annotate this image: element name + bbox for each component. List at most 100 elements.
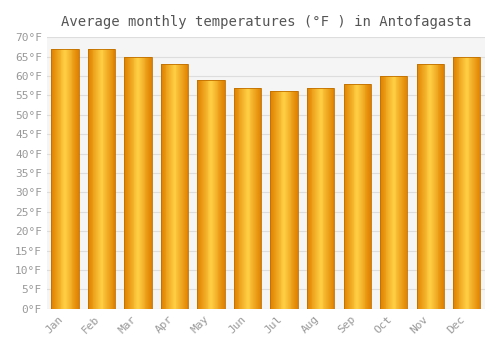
Bar — [150, 56, 151, 309]
Bar — [472, 56, 473, 309]
Bar — [348, 84, 349, 309]
Bar — [161, 64, 162, 309]
Bar — [364, 84, 366, 309]
Bar — [473, 56, 474, 309]
Bar — [322, 88, 324, 309]
Bar — [57, 49, 58, 309]
Bar — [109, 49, 110, 309]
Bar — [388, 76, 389, 309]
Bar — [74, 49, 75, 309]
Bar — [312, 88, 314, 309]
Bar — [212, 80, 213, 309]
Bar — [211, 80, 212, 309]
Bar — [465, 56, 466, 309]
Bar — [107, 49, 108, 309]
Bar — [327, 88, 328, 309]
Bar — [386, 76, 388, 309]
Bar — [317, 88, 318, 309]
Bar — [171, 64, 172, 309]
Bar — [88, 49, 89, 309]
Bar — [476, 56, 477, 309]
Bar — [456, 56, 458, 309]
Bar — [88, 49, 116, 309]
Bar — [270, 91, 272, 309]
Bar — [244, 88, 245, 309]
Bar — [314, 88, 315, 309]
Bar — [330, 88, 332, 309]
Bar — [114, 49, 116, 309]
Bar — [255, 88, 256, 309]
Bar — [284, 91, 285, 309]
Bar — [179, 64, 180, 309]
Bar — [290, 91, 292, 309]
Bar — [318, 88, 319, 309]
Bar — [416, 64, 444, 309]
Bar — [288, 91, 289, 309]
Bar — [295, 91, 296, 309]
Bar — [384, 76, 386, 309]
Bar — [460, 56, 462, 309]
Bar — [438, 64, 440, 309]
Bar — [425, 64, 426, 309]
Bar — [464, 56, 465, 309]
Bar — [204, 80, 205, 309]
Bar — [108, 49, 109, 309]
Bar — [221, 80, 222, 309]
Bar — [260, 88, 262, 309]
Bar — [234, 88, 262, 309]
Bar — [213, 80, 214, 309]
Bar — [463, 56, 464, 309]
Bar — [172, 64, 173, 309]
Bar — [215, 80, 216, 309]
Bar — [128, 56, 129, 309]
Bar — [256, 88, 257, 309]
Bar — [394, 76, 396, 309]
Bar — [320, 88, 322, 309]
Bar — [198, 80, 200, 309]
Bar — [324, 88, 326, 309]
Bar — [433, 64, 434, 309]
Bar — [180, 64, 181, 309]
Bar — [383, 76, 384, 309]
Bar — [286, 91, 287, 309]
Bar — [127, 56, 128, 309]
Bar — [435, 64, 436, 309]
Bar — [370, 84, 371, 309]
Bar — [315, 88, 316, 309]
Bar — [253, 88, 254, 309]
Bar — [170, 64, 171, 309]
Bar — [200, 80, 201, 309]
Bar — [139, 56, 140, 309]
Bar — [396, 76, 398, 309]
Bar — [332, 88, 334, 309]
Bar — [292, 91, 294, 309]
Bar — [186, 64, 188, 309]
Bar — [96, 49, 97, 309]
Bar — [176, 64, 178, 309]
Bar — [307, 88, 308, 309]
Bar — [309, 88, 310, 309]
Bar — [344, 84, 346, 309]
Bar — [360, 84, 361, 309]
Bar — [294, 91, 295, 309]
Bar — [351, 84, 352, 309]
Bar — [183, 64, 184, 309]
Bar — [443, 64, 444, 309]
Bar — [134, 56, 136, 309]
Bar — [235, 88, 236, 309]
Bar — [440, 64, 441, 309]
Bar — [178, 64, 179, 309]
Bar — [362, 84, 364, 309]
Bar — [381, 76, 382, 309]
Bar — [287, 91, 288, 309]
Bar — [56, 49, 57, 309]
Bar — [223, 80, 224, 309]
Bar — [181, 64, 182, 309]
Bar — [142, 56, 144, 309]
Bar — [169, 64, 170, 309]
Bar — [357, 84, 358, 309]
Bar — [319, 88, 320, 309]
Bar — [380, 76, 407, 309]
Bar — [75, 49, 76, 309]
Bar — [77, 49, 78, 309]
